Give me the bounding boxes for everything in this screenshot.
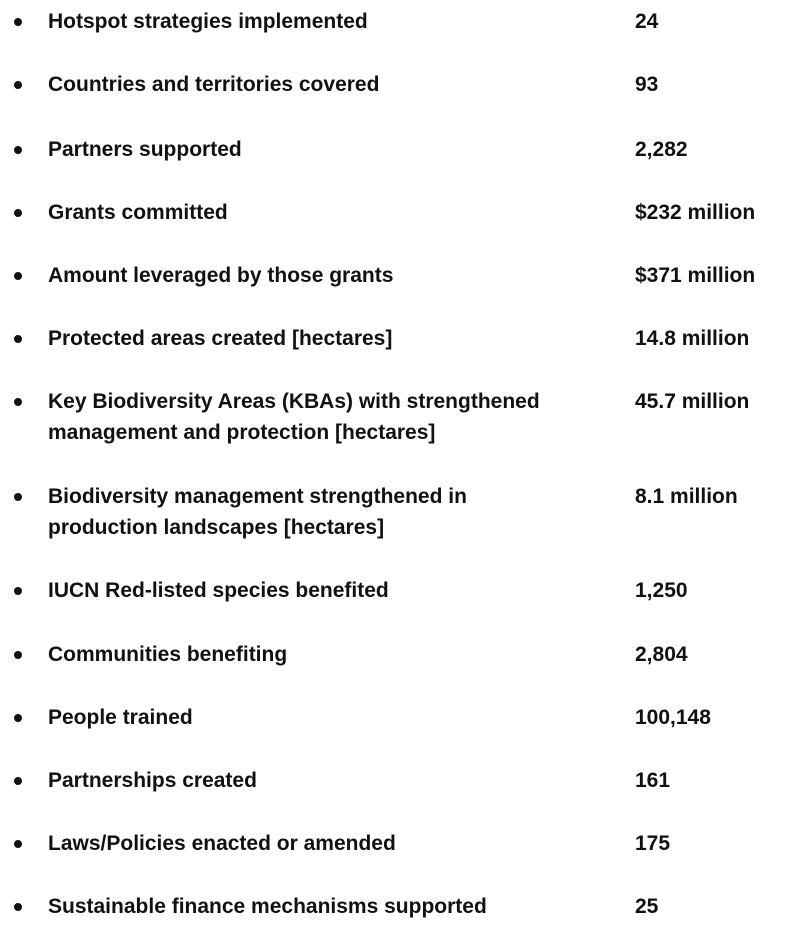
bullet-icon bbox=[14, 18, 22, 26]
stat-value: 24 bbox=[635, 10, 659, 33]
bullet-icon bbox=[14, 81, 22, 89]
stat-label: Protected areas created [hectares] bbox=[48, 327, 393, 350]
stat-label: Laws/Policies enacted or amended bbox=[48, 832, 396, 855]
stat-value: $232 million bbox=[635, 201, 756, 224]
stat-value: 175 bbox=[635, 832, 671, 855]
stat-label: Countries and territories covered bbox=[48, 73, 380, 96]
stat-value: 8.1 million bbox=[635, 485, 738, 508]
stat-value: 45.7 million bbox=[635, 390, 750, 413]
stat-label: Key Biodiversity Areas (KBAs) with stren… bbox=[48, 390, 540, 444]
bullet-icon bbox=[14, 272, 22, 280]
stat-value: 100,148 bbox=[635, 706, 711, 729]
bullet-icon bbox=[14, 587, 22, 595]
stat-value: 25 bbox=[635, 895, 659, 918]
bullet-icon bbox=[14, 840, 22, 848]
stat-label: Grants committed bbox=[48, 201, 228, 224]
stat-label: Amount leveraged by those grants bbox=[48, 264, 394, 287]
bullet-icon bbox=[14, 651, 22, 659]
stat-label: IUCN Red-listed species benefited bbox=[48, 579, 389, 602]
stat-label: Partners supported bbox=[48, 138, 242, 161]
stat-value: 2,804 bbox=[635, 643, 688, 666]
bullet-icon bbox=[14, 714, 22, 722]
bullet-icon bbox=[14, 777, 22, 785]
stat-label: People trained bbox=[48, 706, 193, 729]
bullet-icon bbox=[14, 903, 22, 911]
stat-label: Sustainable finance mechanisms supported bbox=[48, 895, 487, 918]
bullet-icon bbox=[14, 335, 22, 343]
bullet-icon bbox=[14, 209, 22, 217]
stat-value: 161 bbox=[635, 769, 671, 792]
bullet-icon bbox=[14, 146, 22, 154]
stat-value: $371 million bbox=[635, 264, 756, 287]
stat-value: 14.8 million bbox=[635, 327, 750, 350]
stat-label: Communities benefiting bbox=[48, 643, 288, 666]
stat-value: 2,282 bbox=[635, 138, 688, 161]
bullet-icon bbox=[14, 398, 22, 406]
stat-value: 1,250 bbox=[635, 579, 688, 602]
stat-value: 93 bbox=[635, 73, 659, 96]
stat-label: Partnerships created bbox=[48, 769, 257, 792]
stat-label: Biodiversity management strengthened in … bbox=[48, 485, 467, 539]
stat-label: Hotspot strategies implemented bbox=[48, 10, 368, 33]
bullet-icon bbox=[14, 493, 22, 501]
